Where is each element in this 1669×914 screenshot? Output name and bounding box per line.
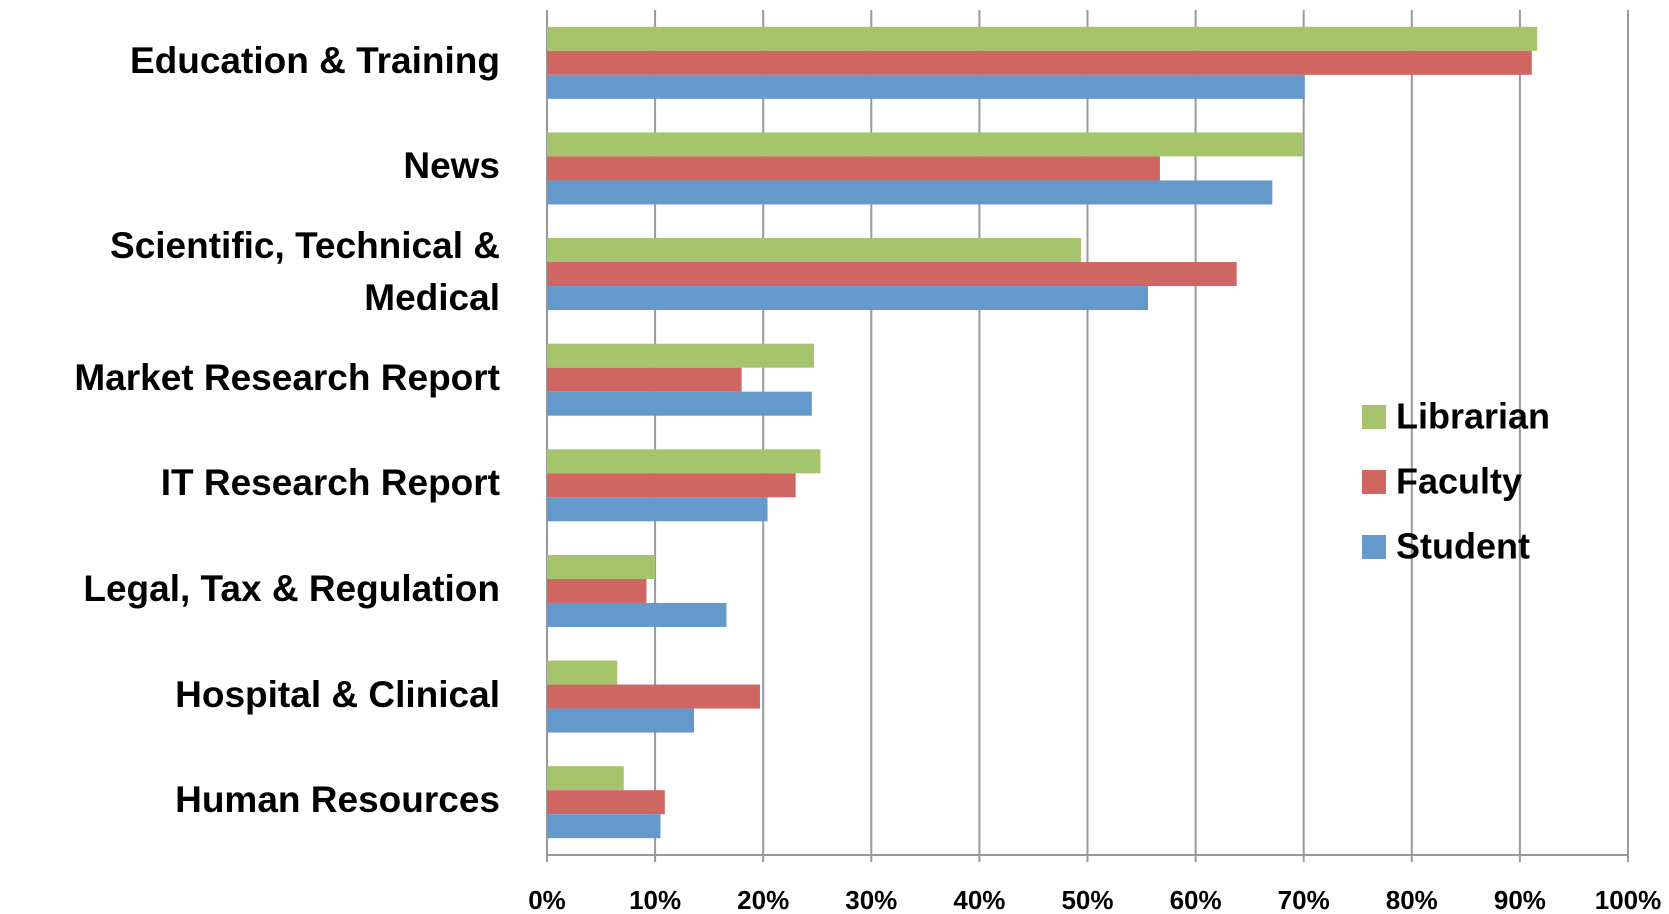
x-tick-label: 60% [1170, 885, 1222, 914]
x-tick-label: 10% [629, 885, 681, 914]
x-tick-label: 30% [845, 885, 897, 914]
legend-label: Faculty [1396, 461, 1522, 502]
bar [547, 74, 1305, 99]
bar [547, 790, 665, 815]
x-tick-label: 70% [1278, 885, 1330, 914]
bar [547, 473, 796, 498]
bar [547, 180, 1273, 205]
legend-swatch [1362, 470, 1386, 494]
legend-label: Librarian [1396, 396, 1550, 437]
bar [547, 262, 1237, 287]
bar [547, 286, 1149, 311]
category-label: IT Research Report [160, 462, 500, 504]
x-tick-label: 80% [1386, 885, 1438, 914]
bar [547, 449, 821, 474]
category-label: News [403, 145, 500, 187]
bar [547, 684, 760, 709]
bar [547, 367, 742, 392]
bar [547, 554, 656, 579]
category-label: Education & Training [129, 39, 500, 81]
x-tick-label: 40% [953, 885, 1005, 914]
bar [547, 26, 1538, 51]
x-tick-label: 100% [1595, 885, 1662, 914]
bar [547, 391, 812, 416]
category-label: Market Research Report [74, 356, 500, 398]
bar [547, 497, 768, 522]
category-label: Human Resources [175, 779, 500, 821]
category-label: Legal, Tax & Regulation [83, 567, 500, 609]
bar [547, 238, 1082, 263]
x-tick-label: 0% [528, 885, 566, 914]
legend-swatch [1362, 405, 1386, 429]
bar [547, 578, 647, 603]
bar [547, 343, 815, 368]
bar [547, 602, 727, 627]
bar [547, 50, 1532, 75]
bar [547, 708, 695, 733]
category-label: Scientific, Technical & Medical [110, 225, 500, 319]
bar [547, 660, 618, 685]
x-tick-label: 90% [1494, 885, 1546, 914]
bar [547, 766, 624, 791]
x-tick-label: 50% [1061, 885, 1113, 914]
legend-label: Student [1396, 526, 1530, 567]
legend-swatch [1362, 535, 1386, 559]
bar [547, 156, 1160, 181]
bar [547, 132, 1303, 157]
x-tick-label: 20% [737, 885, 789, 914]
category-label: Hospital & Clinical [175, 673, 500, 715]
bar [547, 814, 661, 839]
